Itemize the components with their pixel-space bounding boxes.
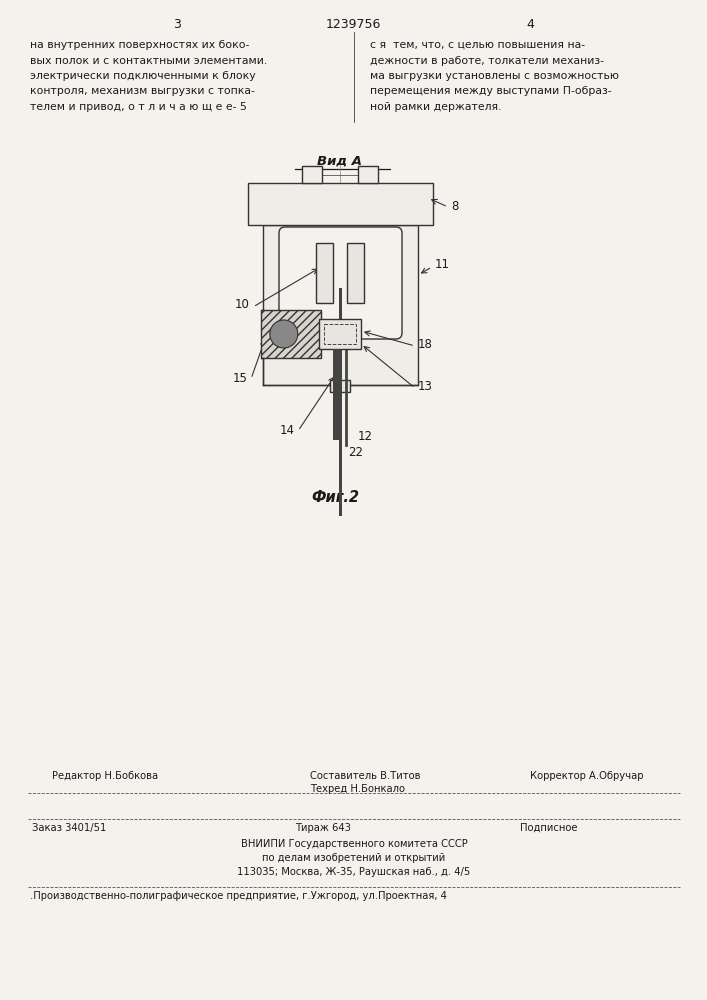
Text: ВНИИПИ Государственного комитета СССР: ВНИИПИ Государственного комитета СССР [240,839,467,849]
Text: на внутренних поверхностях их боко-: на внутренних поверхностях их боко- [30,40,250,50]
Text: перемещения между выступами П-образ-: перемещения между выступами П-образ- [370,87,612,97]
Text: Редактор Н.Бобкова: Редактор Н.Бобкова [52,771,158,781]
Text: 22: 22 [348,446,363,458]
Bar [324,324,356,344]
Bar [339,288,342,516]
Text: Составитель В.Титов: Составитель В.Титов [310,771,421,781]
Bar [263,225,418,385]
Text: Заказ 3401/51: Заказ 3401/51 [32,823,106,833]
FancyBboxPatch shape [279,227,402,339]
Text: 13: 13 [418,380,433,393]
Text: Фиг.2: Фиг.2 [311,490,359,505]
Text: ма выгрузки установлены с возможностью: ма выгрузки установлены с возможностью [370,71,619,81]
Text: вых полок и с контактными элементами.: вых полок и с контактными элементами. [30,55,267,66]
Circle shape [270,320,298,348]
Text: ной рамки держателя.: ной рамки держателя. [370,102,501,112]
Text: Корректор А.Обручар: Корректор А.Обручар [530,771,643,781]
Text: 4: 4 [526,18,534,31]
Text: электрически подключенными к блоку: электрически подключенными к блоку [30,71,256,81]
Text: телем и привод, о т л и ч а ю щ е е- 5: телем и привод, о т л и ч а ю щ е е- 5 [30,102,247,112]
Bar [347,243,364,303]
Text: 3: 3 [173,18,181,31]
Bar [319,319,361,349]
Text: .Производственно-полиграфическое предприятие, г.Ужгород, ул.Проектная, 4: .Производственно-полиграфическое предпри… [30,891,447,901]
Bar [302,166,322,183]
Text: 15: 15 [233,371,248,384]
Text: по делам изобретений и открытий: по делам изобретений и открытий [262,853,445,863]
Bar [316,243,333,303]
Text: 18: 18 [418,338,433,352]
Text: 8: 8 [451,200,458,214]
Text: 11: 11 [435,258,450,271]
Text: Техред Н.Бонкало: Техред Н.Бонкало [310,784,405,794]
Text: дежности в работе, толкатели механиз-: дежности в работе, толкатели механиз- [370,55,604,66]
Text: 14: 14 [280,424,295,436]
Text: 12: 12 [358,430,373,444]
Bar [248,183,433,225]
Text: 10: 10 [235,298,250,312]
Text: 1239756: 1239756 [325,18,380,31]
Text: 113035; Москва, Ж-35, Раушская наб., д. 4/5: 113035; Москва, Ж-35, Раушская наб., д. … [238,867,471,877]
Text: с я  тем, что, с целью повышения на-: с я тем, что, с целью повышения на- [370,40,585,50]
Bar [261,310,321,358]
Text: Вид A: Вид A [317,155,363,168]
Text: контроля, механизм выгрузки с топка-: контроля, механизм выгрузки с топка- [30,87,255,97]
Bar [358,166,378,183]
Text: Подписное: Подписное [520,823,578,833]
Bar [330,380,350,392]
Bar [333,349,340,440]
Text: Тираж 643: Тираж 643 [295,823,351,833]
